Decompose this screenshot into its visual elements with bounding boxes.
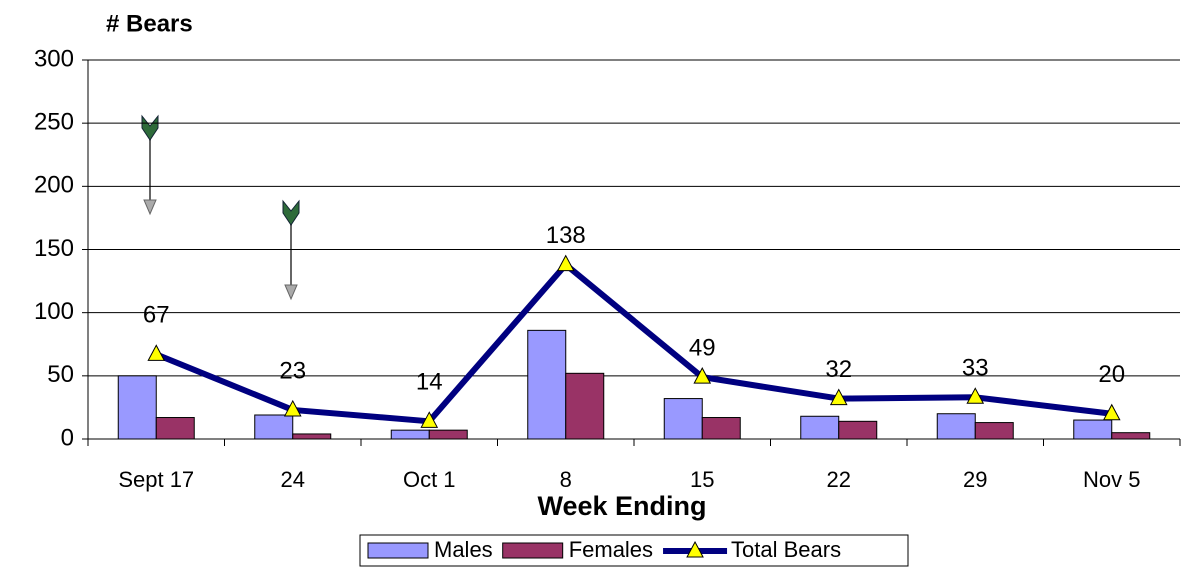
- arrow-icons: [141, 114, 300, 301]
- legend: Males Females Total Bears: [359, 534, 909, 567]
- data-label: 14: [416, 369, 443, 396]
- y-tick-label: 200: [34, 172, 74, 199]
- bar: [1073, 419, 1113, 440]
- legend-swatch: [367, 542, 429, 559]
- bar: [254, 414, 294, 440]
- marker: [283, 399, 302, 417]
- data-label: 138: [546, 222, 586, 249]
- x-tick-label: 24: [281, 467, 305, 492]
- legend-marker: [686, 540, 704, 558]
- marker: [556, 254, 575, 272]
- x-tick-label: Oct 1: [403, 467, 456, 492]
- legend-box: [359, 534, 909, 567]
- bar: [974, 422, 1014, 440]
- legend-label: Females: [569, 537, 653, 562]
- data-label: 49: [689, 334, 716, 361]
- bar: [565, 372, 605, 440]
- marker: [829, 388, 848, 406]
- data-label: 33: [962, 355, 989, 382]
- data-label: 20: [1098, 361, 1125, 388]
- bar: [390, 429, 430, 440]
- x-tick-label: Nov 5: [1083, 467, 1140, 492]
- x-tick-label: Sept 17: [118, 467, 194, 492]
- legend-label: Males: [434, 537, 493, 562]
- x-tick-label: 15: [690, 467, 714, 492]
- bar: [1111, 432, 1151, 440]
- y-tick-label: 150: [34, 235, 74, 262]
- x-tick-label: 29: [963, 467, 987, 492]
- line: [155, 261, 1113, 425]
- bar: [527, 329, 567, 440]
- data-label: 32: [825, 356, 852, 383]
- legend-swatch: [502, 542, 564, 559]
- x-tick-label: 8: [560, 467, 572, 492]
- data-label: 67: [143, 302, 170, 329]
- marker: [1102, 403, 1121, 421]
- y-tick-label: 0: [61, 424, 74, 451]
- y-tick-label: 250: [34, 109, 74, 136]
- marker: [147, 344, 166, 361]
- legend-label: Total Bears: [731, 537, 841, 562]
- x-tick-label: 22: [827, 467, 851, 492]
- y-tick-label: 50: [47, 361, 74, 388]
- marker: [420, 411, 439, 428]
- bar: [428, 429, 468, 440]
- marker: [693, 367, 712, 384]
- bar: [155, 417, 195, 440]
- bar: [663, 398, 703, 440]
- y-tick-label: 100: [34, 298, 74, 325]
- marker: [966, 387, 985, 404]
- y-axis-title: # Bears: [106, 10, 193, 37]
- bar: [800, 415, 840, 440]
- x-axis-title: Week Ending: [537, 491, 706, 521]
- bar: [292, 433, 332, 440]
- data-label: 23: [279, 357, 306, 384]
- bar: [936, 413, 976, 440]
- y-tick-label: 300: [34, 45, 74, 72]
- bar: [701, 417, 741, 440]
- bar: [838, 420, 878, 440]
- bar: [117, 375, 157, 440]
